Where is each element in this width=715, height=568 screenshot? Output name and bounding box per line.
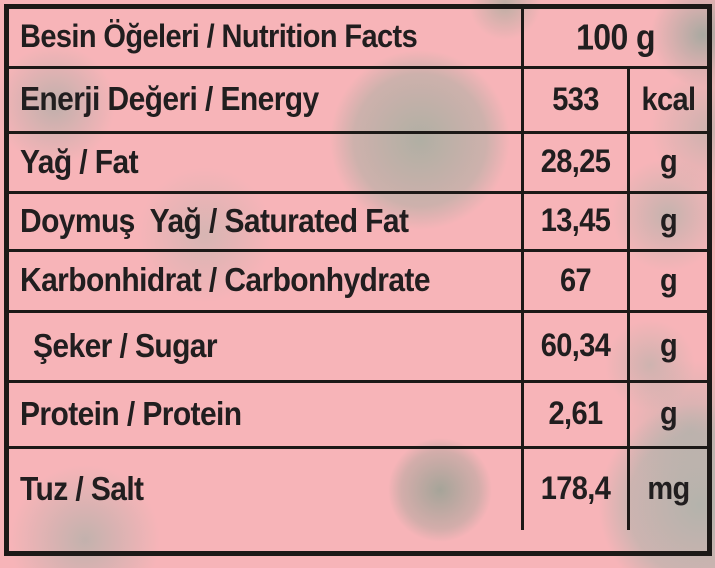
table-header-serving-size: 100 g <box>521 9 707 66</box>
row-unit-text: kcal <box>641 81 696 118</box>
row-value-text: 28,25 <box>540 144 611 180</box>
row-value: 533 <box>521 69 627 131</box>
row-label: Protein / Protein <box>9 383 521 446</box>
row-value: 2,61 <box>521 383 627 446</box>
row-unit: g <box>627 313 707 380</box>
row-label-text: Doymuş Yağ / Saturated Fat <box>20 202 409 240</box>
row-value: 67 <box>521 252 627 310</box>
row-label-text: Protein / Protein <box>20 395 242 433</box>
row-unit: g <box>627 383 707 446</box>
row-label: Yağ / Fat <box>9 134 521 191</box>
row-unit: mg <box>627 449 707 530</box>
row-value-text: 67 <box>559 262 592 299</box>
row-label: Enerji Değeri / Energy <box>9 69 521 131</box>
row-value: 60,34 <box>521 313 627 380</box>
table-row-protein: Protein / Protein 2,61 g <box>9 380 707 446</box>
row-label: Karbonhidrat / Carbonhydrate <box>9 252 521 310</box>
row-unit: g <box>627 134 707 191</box>
table-header-row: Besin Öğeleri / Nutrition Facts 100 g <box>9 9 707 66</box>
table-row-fat: Yağ / Fat 28,25 g <box>9 131 707 191</box>
table-row-carbohydrate: Karbonhidrat / Carbonhydrate 67 g <box>9 249 707 310</box>
row-value-text: 2,61 <box>548 396 603 432</box>
row-unit-text: g <box>659 396 678 432</box>
row-label-text: Tuz / Salt <box>20 470 144 508</box>
row-unit-text: g <box>659 262 678 299</box>
row-label: Şeker / Sugar <box>9 313 521 380</box>
table-row-energy: Enerji Değeri / Energy 533 kcal <box>9 66 707 131</box>
table-header-title: Besin Öğeleri / Nutrition Facts <box>9 9 521 66</box>
row-value: 13,45 <box>521 194 627 249</box>
row-value-text: 178,4 <box>540 471 611 507</box>
row-label: Tuz / Salt <box>9 449 521 530</box>
row-value: 178,4 <box>521 449 627 530</box>
row-unit: g <box>627 252 707 310</box>
table-row-sugar: Şeker / Sugar 60,34 g <box>9 310 707 380</box>
row-label-text: Yağ / Fat <box>20 143 139 181</box>
table-row-saturated-fat: Doymuş Yağ / Saturated Fat 13,45 g <box>9 191 707 249</box>
row-value-text: 60,34 <box>540 328 611 364</box>
table-row-salt: Tuz / Salt 178,4 mg <box>9 446 707 530</box>
serving-size-text: 100 g <box>576 16 655 58</box>
row-unit: kcal <box>627 69 707 131</box>
row-label-text: Enerji Değeri / Energy <box>20 80 319 118</box>
row-label: Doymuş Yağ / Saturated Fat <box>9 194 521 249</box>
row-value: 28,25 <box>521 134 627 191</box>
table-header-title-text: Besin Öğeleri / Nutrition Facts <box>20 19 418 55</box>
row-unit-text: g <box>659 328 678 364</box>
row-unit-text: g <box>659 203 678 239</box>
row-unit-text: g <box>659 144 678 180</box>
nutrition-facts-table: Besin Öğeleri / Nutrition Facts 100 g En… <box>4 4 712 556</box>
row-label-text: Karbonhidrat / Carbonhydrate <box>20 261 431 299</box>
row-value-text: 533 <box>552 81 599 118</box>
row-unit-text: mg <box>647 471 690 507</box>
row-value-text: 13,45 <box>540 203 611 239</box>
row-unit: g <box>627 194 707 249</box>
row-label-text: Şeker / Sugar <box>33 327 218 365</box>
